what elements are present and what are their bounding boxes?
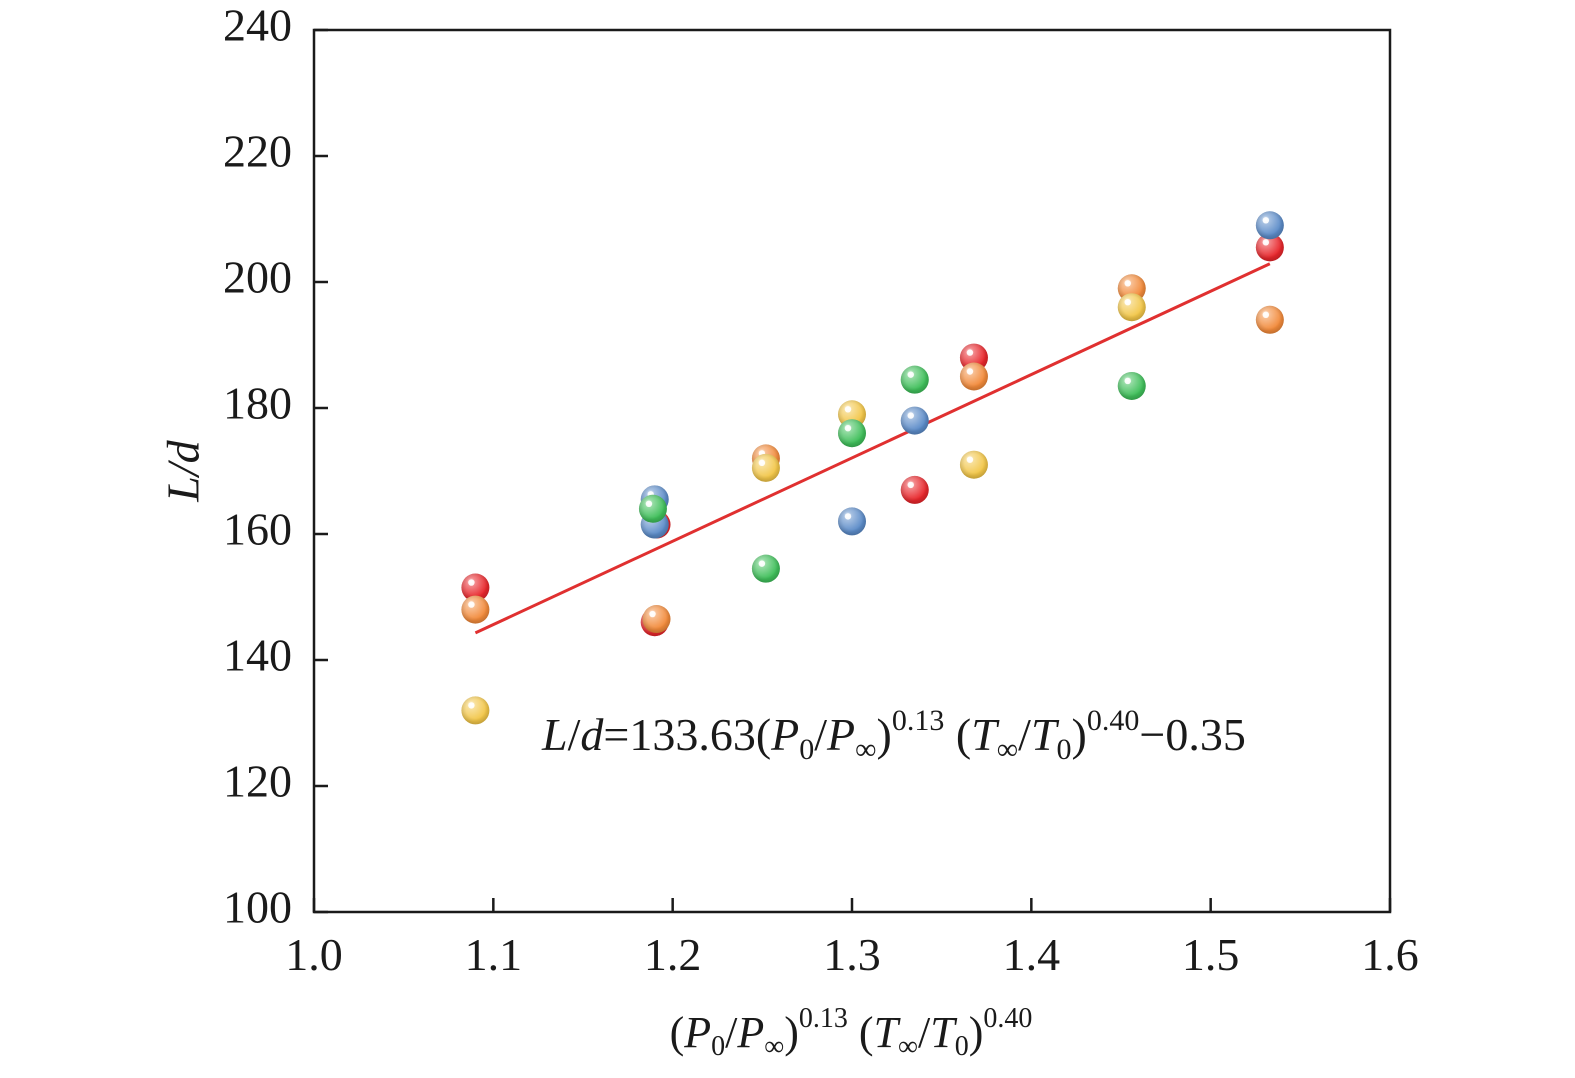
x-tick-label: 1.6	[1361, 929, 1419, 980]
x-tick-label: 1.0	[285, 929, 343, 980]
x-tick-label: 1.4	[1003, 929, 1061, 980]
data-point-series-3	[461, 696, 490, 725]
x-tick-label: 1.1	[465, 929, 523, 980]
y-tick-label: 140	[223, 630, 292, 681]
plot-frame	[312, 28, 1392, 914]
y-tick-label: 180	[223, 378, 292, 429]
data-point-series-2	[642, 605, 671, 634]
data-point-series-5	[900, 365, 929, 394]
y-tick-label: 100	[223, 882, 292, 933]
data-point-series-2	[959, 362, 988, 391]
data-point-series-3	[959, 450, 988, 479]
data-point-series-5	[838, 419, 866, 448]
data-point-series-3	[751, 453, 780, 482]
x-axis: 1.0 1.1 1.2 1.3 1.4 1.5 1.6	[285, 898, 1419, 980]
data-point-series-3	[1117, 293, 1146, 322]
data-point-series-1	[900, 475, 929, 504]
fit-equation: L/d=133.63(P0/P∞)0.13 (T∞/T0)0.40−0.35	[541, 704, 1246, 766]
y-tick-label: 220	[223, 126, 292, 177]
data-point-series-4	[900, 406, 929, 435]
fit-line	[474, 262, 1271, 635]
y-axis: 100 120 140 160 180 200 220 240	[223, 0, 328, 933]
data-point-series-2	[461, 595, 490, 624]
data-point-series-5	[1117, 371, 1146, 400]
y-tick-label: 160	[223, 504, 292, 555]
data-point-series-2	[1255, 305, 1284, 334]
data-point-series-5	[751, 554, 780, 583]
y-tick-label: 120	[223, 756, 292, 807]
data-points	[461, 211, 1284, 725]
data-point-series-5	[638, 494, 667, 523]
y-tick-label: 200	[223, 252, 292, 303]
x-tick-label: 1.5	[1182, 929, 1240, 980]
y-axis-label: L/d	[158, 439, 209, 502]
data-point-series-1	[461, 573, 490, 602]
x-tick-label: 1.3	[823, 929, 881, 980]
x-tick-label: 1.2	[644, 929, 702, 980]
x-axis-label: (P0/P∞)0.13 (T∞/T0)0.40	[670, 1003, 1033, 1062]
data-point-series-4	[838, 507, 866, 536]
data-point-series-4	[1255, 211, 1284, 240]
fit-line-group	[474, 262, 1271, 635]
data-point-series-1	[1255, 233, 1284, 262]
y-tick-label: 240	[223, 0, 292, 51]
